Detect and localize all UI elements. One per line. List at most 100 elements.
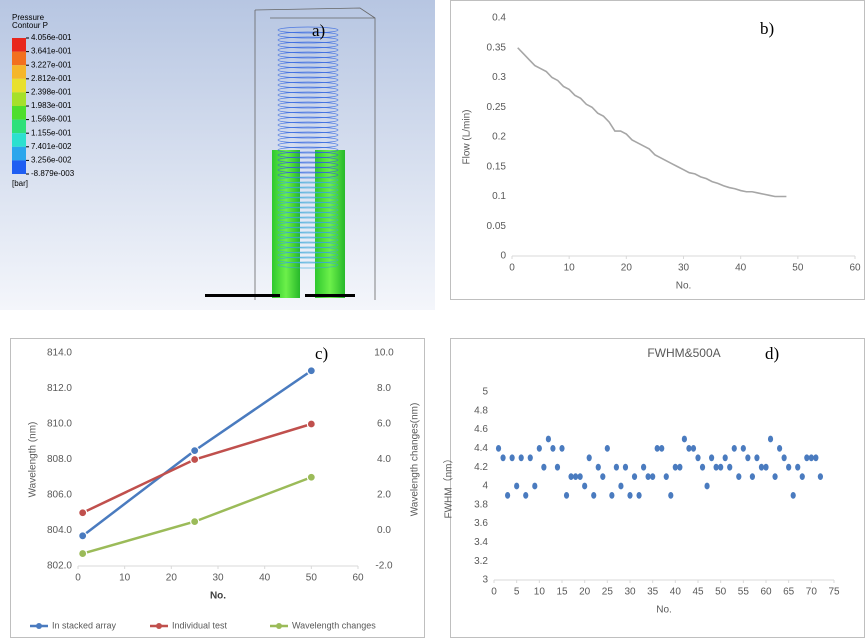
colorbar-label: 4.056e-001 — [31, 33, 72, 42]
data-point — [573, 473, 578, 480]
data-point — [307, 367, 315, 375]
data-point — [79, 550, 87, 558]
data-point — [537, 445, 542, 452]
data-point — [818, 473, 823, 480]
colorbar-label: 1.569e-001 — [31, 115, 72, 124]
data-point — [632, 473, 637, 480]
data-point — [641, 464, 646, 471]
y-tick-label: 0 — [500, 251, 506, 262]
colorbar-segment — [12, 92, 26, 106]
data-point — [800, 473, 805, 480]
data-point — [682, 436, 687, 443]
x-tick-label: 70 — [806, 587, 818, 598]
panel: 010203040506000.050.10.150.20.250.30.350… — [451, 1, 865, 300]
x-tick-label: 0 — [509, 263, 515, 274]
y-tick-label: 4.6 — [474, 424, 488, 435]
data-point — [714, 464, 719, 471]
y-tick-label: 3 — [482, 575, 488, 586]
x-axis-label: No. — [656, 605, 672, 616]
x-tick-label: 50 — [306, 573, 318, 584]
colorbar-segment — [12, 160, 26, 174]
x-tick-label: 75 — [828, 587, 840, 598]
legend-marker — [36, 623, 42, 629]
data-point — [191, 456, 199, 464]
data-point — [618, 483, 623, 490]
page: PressureContour P4.056e-0013.641e-0013.2… — [0, 0, 865, 638]
y-tick-label: 4.4 — [474, 443, 488, 454]
data-point — [659, 445, 664, 452]
data-point — [750, 473, 755, 480]
x-tick-label: 35 — [647, 587, 659, 598]
x-tick-label: 45 — [692, 587, 704, 598]
data-point — [609, 492, 614, 499]
x-tick-label: 20 — [166, 573, 178, 584]
x-tick-label: 30 — [624, 587, 636, 598]
data-point — [191, 518, 199, 526]
data-point — [605, 445, 610, 452]
x-tick-label: 20 — [621, 263, 633, 274]
colorbar-segment — [12, 120, 26, 134]
y2-tick-label: 6.0 — [377, 419, 391, 430]
x-tick-label: 10 — [534, 587, 546, 598]
data-point — [745, 454, 750, 461]
colorbar-label: -8.879e-003 — [31, 169, 75, 178]
y-tick-label: 0.35 — [487, 42, 507, 53]
colorbar-segment — [12, 147, 26, 161]
data-point — [768, 436, 773, 443]
x-tick-label: 60 — [352, 573, 364, 584]
y-tick-label: 814.0 — [47, 348, 72, 359]
data-point — [528, 454, 533, 461]
x-tick-label: 0 — [75, 573, 81, 584]
x-tick-label: 0 — [491, 587, 497, 598]
colorbar-label: 2.812e-001 — [31, 74, 72, 83]
y2-tick-label: 2.0 — [377, 490, 391, 501]
data-point — [307, 473, 315, 481]
data-point — [700, 464, 705, 471]
x-tick-label: 65 — [783, 587, 795, 598]
y-tick-label: 3.8 — [474, 499, 488, 510]
data-point — [759, 464, 764, 471]
legend-unit: [bar] — [12, 179, 28, 188]
data-point — [664, 473, 669, 480]
scale-bar — [205, 294, 280, 297]
data-point — [546, 436, 551, 443]
y-tick-label: 4.2 — [474, 462, 488, 473]
y-tick-label: 3.2 — [474, 556, 488, 567]
y-axis-label: Flow (L/min) — [462, 109, 473, 164]
data-point — [809, 454, 814, 461]
data-point — [646, 473, 651, 480]
data-point — [691, 445, 696, 452]
colorbar-label: 7.401e-002 — [31, 142, 72, 151]
x-tick-label: 60 — [760, 587, 772, 598]
data-point — [782, 454, 787, 461]
colorbar-segment — [12, 65, 26, 79]
y2-tick-label: 0.0 — [377, 525, 391, 536]
y2-tick-label: -2.0 — [375, 561, 393, 572]
data-point — [655, 445, 660, 452]
x-tick-label: 10 — [564, 263, 576, 274]
data-point — [727, 464, 732, 471]
x-tick-label: 15 — [556, 587, 568, 598]
data-point — [718, 464, 723, 471]
data-point — [695, 454, 700, 461]
data-point — [191, 447, 199, 455]
x-tick-label: 30 — [212, 573, 224, 584]
y-tick-label: 0.4 — [492, 13, 506, 24]
colorbar-label: 1.983e-001 — [31, 101, 72, 110]
data-point — [627, 492, 632, 499]
data-point — [555, 464, 560, 471]
data-point — [673, 464, 678, 471]
y-tick-label: 0.15 — [487, 161, 507, 172]
y-tick-label: 804.0 — [47, 525, 72, 536]
data-point — [582, 483, 587, 490]
colorbar-label: 1.155e-001 — [31, 128, 72, 137]
colorbar-segment — [12, 133, 26, 147]
data-point — [614, 464, 619, 471]
legend-marker — [276, 623, 282, 629]
data-point — [79, 532, 87, 540]
colorbar-segment — [12, 106, 26, 120]
y-tick-label: 810.0 — [47, 419, 72, 430]
panel-label: b) — [760, 19, 774, 38]
legend-label: Wavelength changes — [292, 620, 376, 630]
